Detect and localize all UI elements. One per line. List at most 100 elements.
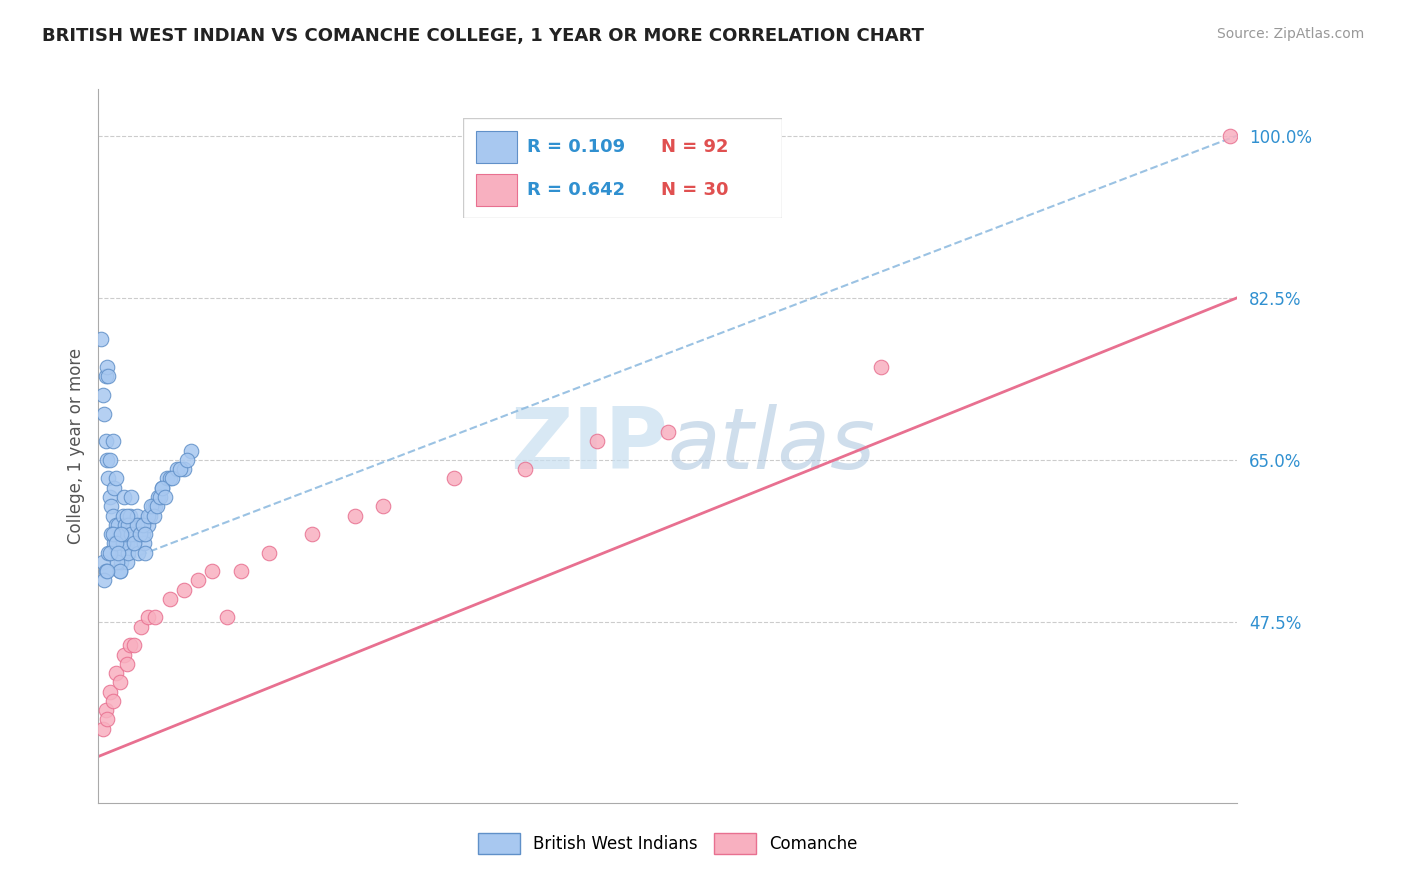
Text: BRITISH WEST INDIAN VS COMANCHE COLLEGE, 1 YEAR OR MORE CORRELATION CHART: BRITISH WEST INDIAN VS COMANCHE COLLEGE,…: [42, 27, 924, 45]
Point: [142, 508, 165, 523]
Point: [301, 527, 323, 541]
Point: [108, 675, 131, 690]
Point: [128, 527, 150, 541]
Point: [134, 527, 156, 541]
Point: [121, 517, 143, 532]
Point: [94, 564, 117, 578]
Point: [129, 620, 152, 634]
Point: [162, 471, 184, 485]
Point: [173, 582, 195, 597]
Point: [110, 527, 132, 541]
Point: [107, 545, 129, 559]
Point: [145, 610, 167, 624]
Text: Source: ZipAtlas.com: Source: ZipAtlas.com: [1216, 27, 1364, 41]
Point: [97, 471, 120, 485]
Point: [101, 508, 124, 523]
Point: [91, 388, 114, 402]
Point: [100, 500, 122, 514]
Point: [115, 536, 138, 550]
Point: [94, 703, 117, 717]
Point: [98, 545, 121, 559]
Point: [169, 462, 191, 476]
Point: [94, 369, 117, 384]
Point: [136, 508, 159, 523]
Point: [91, 555, 114, 569]
Point: [134, 545, 156, 559]
Point: [122, 536, 145, 550]
Point: [229, 564, 252, 578]
Point: [96, 453, 118, 467]
Point: [132, 536, 155, 550]
Point: [187, 574, 209, 588]
Point: [118, 508, 141, 523]
Point: [104, 517, 127, 532]
Legend: British West Indians, Comanche: British West Indians, Comanche: [472, 829, 863, 859]
Point: [104, 471, 127, 485]
Point: [117, 545, 139, 559]
Point: [146, 500, 169, 514]
Point: [117, 517, 139, 532]
Point: [176, 453, 198, 467]
Point: [141, 500, 163, 514]
Point: [131, 527, 153, 541]
Point: [93, 407, 115, 421]
Point: [98, 490, 121, 504]
Point: [128, 527, 150, 541]
Point: [152, 481, 174, 495]
Text: ZIP: ZIP: [510, 404, 668, 488]
Point: [136, 610, 159, 624]
Point: [117, 527, 139, 541]
Point: [111, 536, 134, 550]
Point: [131, 517, 153, 532]
Point: [149, 490, 172, 504]
Point: [110, 555, 132, 569]
Point: [152, 481, 174, 495]
Point: [103, 536, 125, 550]
Point: [108, 564, 131, 578]
Point: [114, 517, 136, 532]
Point: [108, 527, 131, 541]
Point: [657, 425, 679, 439]
Point: [145, 500, 167, 514]
Point: [103, 481, 125, 495]
Point: [90, 333, 112, 347]
Point: [115, 555, 138, 569]
Point: [443, 471, 465, 485]
Point: [98, 684, 121, 698]
Point: [115, 508, 138, 523]
Point: [139, 500, 162, 514]
Point: [96, 360, 118, 375]
Point: [180, 443, 202, 458]
Point: [166, 462, 188, 476]
Point: [100, 527, 122, 541]
Point: [122, 536, 145, 550]
Point: [103, 527, 125, 541]
Point: [105, 555, 128, 569]
Point: [1219, 128, 1241, 143]
Point: [118, 638, 141, 652]
Point: [155, 490, 177, 504]
Point: [159, 591, 181, 606]
Point: [115, 657, 138, 671]
Point: [122, 638, 145, 652]
Point: [120, 490, 142, 504]
Point: [148, 490, 170, 504]
Point: [93, 574, 115, 588]
Point: [112, 490, 135, 504]
Point: [112, 536, 135, 550]
Point: [259, 545, 281, 559]
Point: [108, 564, 131, 578]
Point: [96, 712, 118, 726]
Point: [96, 564, 118, 578]
Text: atlas: atlas: [668, 404, 876, 488]
Point: [107, 545, 129, 559]
Point: [371, 500, 394, 514]
Point: [120, 527, 142, 541]
Point: [91, 722, 114, 736]
Point: [101, 694, 124, 708]
Point: [111, 508, 134, 523]
Point: [125, 517, 148, 532]
Point: [107, 517, 129, 532]
Point: [343, 508, 366, 523]
Point: [215, 610, 238, 624]
